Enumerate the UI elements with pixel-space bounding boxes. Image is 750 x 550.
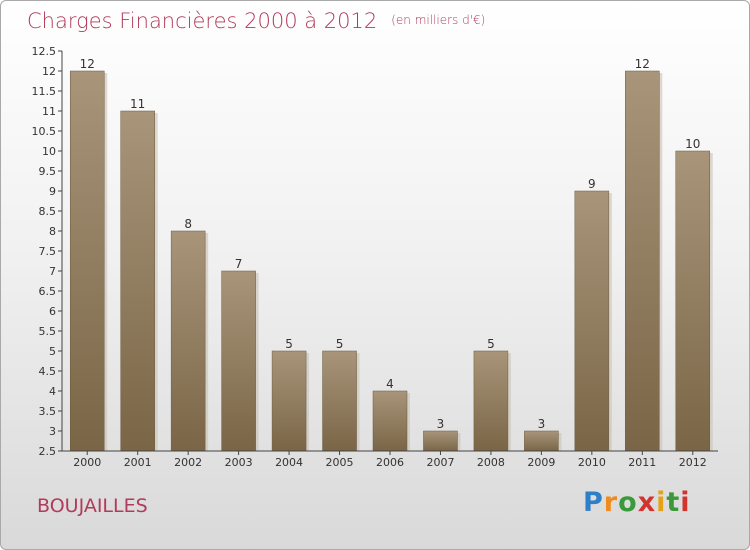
x-tick-label: 2011: [628, 456, 656, 469]
x-tick-label: 2005: [326, 456, 354, 469]
y-tick-label: 8: [49, 225, 56, 238]
y-tick-label: 8.5: [39, 205, 57, 218]
x-tick-label: 2003: [225, 456, 253, 469]
y-tick-label: 4: [49, 385, 56, 398]
bar: [473, 350, 509, 452]
y-tick-label: 9.5: [39, 165, 57, 178]
y-tick-label: 2.5: [39, 445, 57, 458]
chart-title-text: Charges Financières 2000 à 2012: [27, 9, 378, 33]
x-tick-label: 2001: [124, 456, 152, 469]
y-tick-label: 9: [49, 185, 56, 198]
y-tick-label: 4.5: [39, 365, 57, 378]
bar: [574, 190, 610, 452]
x-tick-label: 2000: [73, 456, 101, 469]
y-tick-label: 6: [49, 305, 56, 318]
bar: [69, 70, 105, 452]
proxiti-logo: Proxiti: [583, 487, 691, 518]
y-tick-label: 7: [49, 265, 56, 278]
bar-value-label: 7: [235, 257, 243, 271]
x-tick-label: 2004: [275, 456, 303, 469]
y-tick-label: 12.5: [32, 45, 57, 58]
bar-value-label: 9: [588, 177, 596, 191]
bar: [322, 350, 357, 452]
commune-name: BOUJAILLES: [37, 495, 148, 517]
x-tick-label: 2007: [426, 456, 454, 469]
bar-value-label: 11: [130, 97, 145, 111]
bar: [221, 270, 256, 452]
x-tick-label: 2002: [174, 456, 202, 469]
bar: [170, 230, 206, 452]
bar: [423, 430, 458, 452]
y-tick-label: 7.5: [39, 245, 57, 258]
y-tick-label: 11: [42, 105, 56, 118]
bar: [524, 430, 559, 452]
x-tick-label: 2012: [679, 456, 707, 469]
bar-value-label: 4: [386, 377, 394, 391]
logo-letter: i: [656, 487, 667, 518]
bar-value-label: 8: [184, 217, 192, 231]
bar-value-label: 3: [538, 417, 546, 431]
bar: [625, 70, 660, 452]
y-tick-label: 3: [49, 425, 56, 438]
bar: [675, 150, 711, 452]
logo-letter: P: [583, 487, 604, 518]
chart-title: Charges Financières 2000 à 2012 (en milli…: [27, 9, 485, 33]
bar-value-label: 10: [685, 137, 700, 151]
x-tick-label: 2009: [527, 456, 555, 469]
x-tick-label: 2006: [376, 456, 404, 469]
y-tick-label: 12: [42, 65, 56, 78]
y-tick-label: 3.5: [39, 405, 57, 418]
logo-letter: t: [666, 487, 681, 518]
bar: [271, 350, 307, 452]
bar-value-label: 5: [336, 337, 344, 351]
y-tick-label: 6.5: [39, 285, 57, 298]
bar-value-label: 3: [437, 417, 445, 431]
bar-value-label: 12: [635, 57, 650, 71]
bar: [120, 110, 155, 452]
y-tick-label: 10: [42, 145, 56, 158]
y-tick-label: 5.5: [39, 325, 57, 338]
bar-value-label: 5: [487, 337, 495, 351]
x-tick-label: 2008: [477, 456, 505, 469]
bar-value-label: 12: [80, 57, 95, 71]
logo-letter: o: [618, 487, 638, 518]
y-tick-label: 10.5: [32, 125, 57, 138]
logo-letter: x: [637, 487, 657, 518]
x-tick-label: 2010: [578, 456, 606, 469]
y-tick-label: 5: [49, 345, 56, 358]
chart-unit: (en milliers d'€): [391, 13, 486, 27]
bar-value-label: 5: [285, 337, 293, 351]
y-tick-label: 11.5: [32, 85, 57, 98]
bar: [372, 390, 408, 452]
logo-letter: i: [680, 487, 691, 518]
logo-letter: r: [603, 487, 619, 518]
